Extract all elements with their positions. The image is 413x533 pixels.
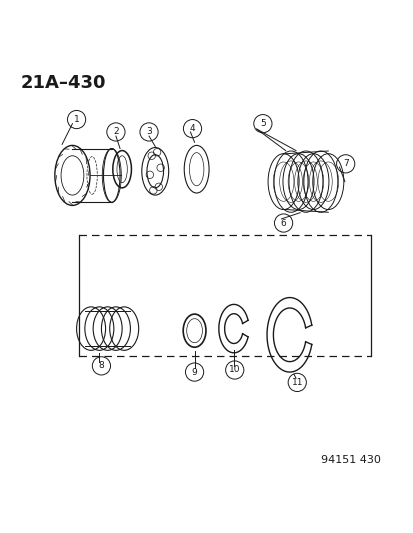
Text: 11: 11 xyxy=(291,378,302,387)
Text: 4: 4 xyxy=(189,124,195,133)
Text: 5: 5 xyxy=(259,119,265,128)
Text: 9: 9 xyxy=(191,368,197,377)
Text: 8: 8 xyxy=(98,361,104,370)
Text: 7: 7 xyxy=(342,159,348,168)
Text: 2: 2 xyxy=(113,127,119,136)
Text: 6: 6 xyxy=(280,219,286,228)
Text: 10: 10 xyxy=(228,366,240,375)
Text: 21A–430: 21A–430 xyxy=(21,74,106,92)
Text: 3: 3 xyxy=(146,127,152,136)
Text: 94151 430: 94151 430 xyxy=(320,455,380,465)
Text: 1: 1 xyxy=(74,115,79,124)
